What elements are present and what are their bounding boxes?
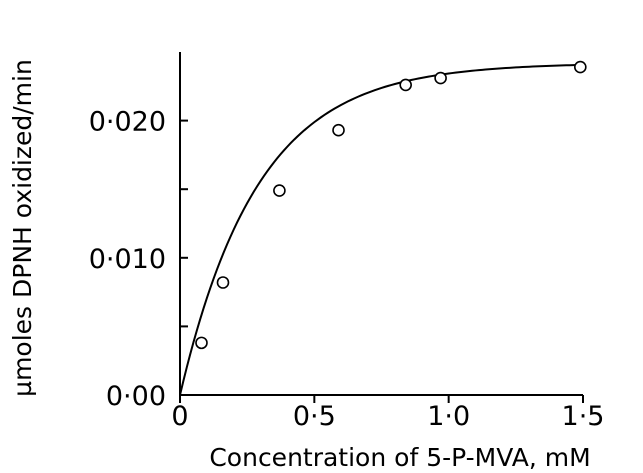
data-point (195, 336, 208, 350)
x-tick-label: 0·5 (293, 401, 336, 432)
y-axis-title: µmoles DPNH oxidized/min (8, 59, 37, 397)
x-axis-title: Concentration of 5-P-MVA, mM (209, 443, 590, 472)
data-point (332, 123, 345, 137)
points-layer (195, 60, 587, 350)
y-tick-label: 0·00 (106, 381, 166, 412)
data-point (216, 276, 230, 289)
y-tick-label: 0·020 (89, 107, 166, 138)
y-tick-label: 0·010 (89, 244, 166, 275)
data-point (399, 78, 412, 92)
x-tick-label: 1·0 (427, 401, 470, 432)
fit-curve (179, 63, 584, 396)
x-tick-label: 1·5 (562, 401, 605, 432)
data-point (574, 60, 587, 74)
data-point (434, 71, 447, 85)
axes (179, 52, 583, 396)
x-tick-label: 0 (171, 401, 188, 432)
ticks: 0 0·5 1·0 1·5 0·00 0·010 0·020 (89, 107, 605, 432)
curve-layer (179, 63, 584, 396)
data-point (273, 184, 286, 197)
